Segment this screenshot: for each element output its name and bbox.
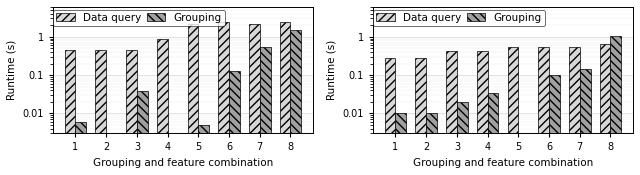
Bar xyxy=(126,50,137,175)
Bar xyxy=(508,47,518,175)
Bar xyxy=(229,71,240,175)
Bar xyxy=(426,113,437,175)
Bar xyxy=(137,91,148,175)
Bar xyxy=(291,30,301,175)
Bar xyxy=(457,102,468,175)
Bar xyxy=(477,51,488,175)
Bar xyxy=(76,122,86,175)
Bar xyxy=(446,51,457,175)
Bar xyxy=(415,58,426,175)
X-axis label: Grouping and feature combination: Grouping and feature combination xyxy=(413,158,593,168)
Bar xyxy=(157,40,168,175)
Bar xyxy=(218,22,229,175)
Bar xyxy=(249,24,260,175)
Bar xyxy=(600,44,611,175)
Bar xyxy=(518,140,529,175)
Bar xyxy=(95,50,106,175)
Bar xyxy=(260,47,271,175)
Y-axis label: Runtime (s): Runtime (s) xyxy=(7,40,17,100)
X-axis label: Grouping and feature combination: Grouping and feature combination xyxy=(93,158,273,168)
Bar xyxy=(396,113,406,175)
Legend: Data query, Grouping: Data query, Grouping xyxy=(373,10,545,26)
Bar xyxy=(569,47,580,175)
Bar xyxy=(198,125,209,175)
Bar xyxy=(168,140,179,175)
Bar xyxy=(65,50,76,175)
Bar xyxy=(488,93,499,175)
Bar xyxy=(549,75,560,175)
Bar xyxy=(580,69,591,175)
Bar xyxy=(538,47,549,175)
Bar xyxy=(188,24,198,175)
Bar xyxy=(280,22,291,175)
Bar xyxy=(611,36,621,175)
Legend: Data query, Grouping: Data query, Grouping xyxy=(53,10,225,26)
Y-axis label: Runtime (s): Runtime (s) xyxy=(327,40,337,100)
Bar xyxy=(385,58,396,175)
Bar xyxy=(106,140,117,175)
